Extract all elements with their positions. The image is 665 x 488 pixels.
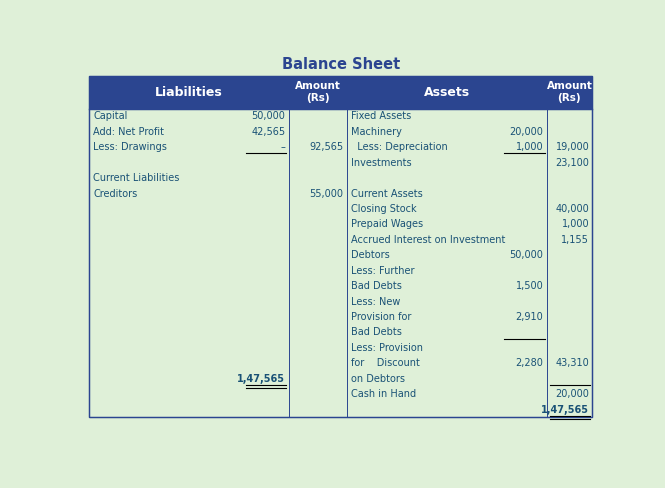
Text: Add: Net Profit: Add: Net Profit — [94, 127, 164, 137]
Bar — [89, 76, 593, 109]
Text: Accrued Interest on Investment: Accrued Interest on Investment — [350, 235, 505, 245]
Text: Capital: Capital — [94, 111, 128, 122]
Text: 20,000: 20,000 — [509, 127, 543, 137]
Text: Current Liabilities: Current Liabilities — [94, 173, 180, 183]
Text: 1,000: 1,000 — [516, 142, 543, 152]
Text: Cash in Hand: Cash in Hand — [350, 389, 416, 399]
Text: on Debtors: on Debtors — [350, 374, 405, 384]
Text: 43,310: 43,310 — [555, 358, 589, 368]
Text: Bad Debts: Bad Debts — [350, 281, 402, 291]
Text: 1,155: 1,155 — [561, 235, 589, 245]
Text: Less: New: Less: New — [350, 297, 400, 306]
Text: Investments: Investments — [350, 158, 412, 168]
Text: Balance Sheet: Balance Sheet — [282, 57, 400, 72]
Text: 55,000: 55,000 — [309, 188, 344, 199]
Text: 23,100: 23,100 — [555, 158, 589, 168]
Text: –: – — [281, 142, 285, 152]
Text: 1,47,565: 1,47,565 — [237, 374, 285, 384]
Text: Closing Stock: Closing Stock — [350, 204, 416, 214]
Text: Provision for: Provision for — [350, 312, 411, 322]
Text: 92,565: 92,565 — [309, 142, 344, 152]
Text: Less: Provision: Less: Provision — [350, 343, 423, 353]
Text: Current Assets: Current Assets — [350, 188, 422, 199]
Text: Debtors: Debtors — [350, 250, 390, 260]
Bar — [89, 109, 593, 417]
Text: Amount
(Rs): Amount (Rs) — [295, 81, 340, 103]
Text: 50,000: 50,000 — [251, 111, 285, 122]
Text: Bad Debts: Bad Debts — [350, 327, 402, 338]
Text: Less: Drawings: Less: Drawings — [94, 142, 168, 152]
Text: Amount
(Rs): Amount (Rs) — [547, 81, 593, 103]
Text: 1,500: 1,500 — [516, 281, 543, 291]
Text: Less: Depreciation: Less: Depreciation — [350, 142, 448, 152]
Text: 2,910: 2,910 — [516, 312, 543, 322]
Text: 1,000: 1,000 — [561, 220, 589, 229]
Text: 19,000: 19,000 — [555, 142, 589, 152]
Text: Less: Further: Less: Further — [350, 265, 414, 276]
Text: for    Discount: for Discount — [350, 358, 420, 368]
Text: 1,47,565: 1,47,565 — [541, 405, 589, 415]
Text: 2,280: 2,280 — [515, 358, 543, 368]
Text: Creditors: Creditors — [94, 188, 138, 199]
Text: 20,000: 20,000 — [555, 389, 589, 399]
Text: Liabilities: Liabilities — [155, 85, 223, 99]
Text: 50,000: 50,000 — [509, 250, 543, 260]
Text: Assets: Assets — [424, 85, 469, 99]
Text: 42,565: 42,565 — [251, 127, 285, 137]
Text: Machinery: Machinery — [350, 127, 402, 137]
Text: 40,000: 40,000 — [555, 204, 589, 214]
Text: Prepaid Wages: Prepaid Wages — [350, 220, 423, 229]
Text: Fixed Assets: Fixed Assets — [350, 111, 411, 122]
